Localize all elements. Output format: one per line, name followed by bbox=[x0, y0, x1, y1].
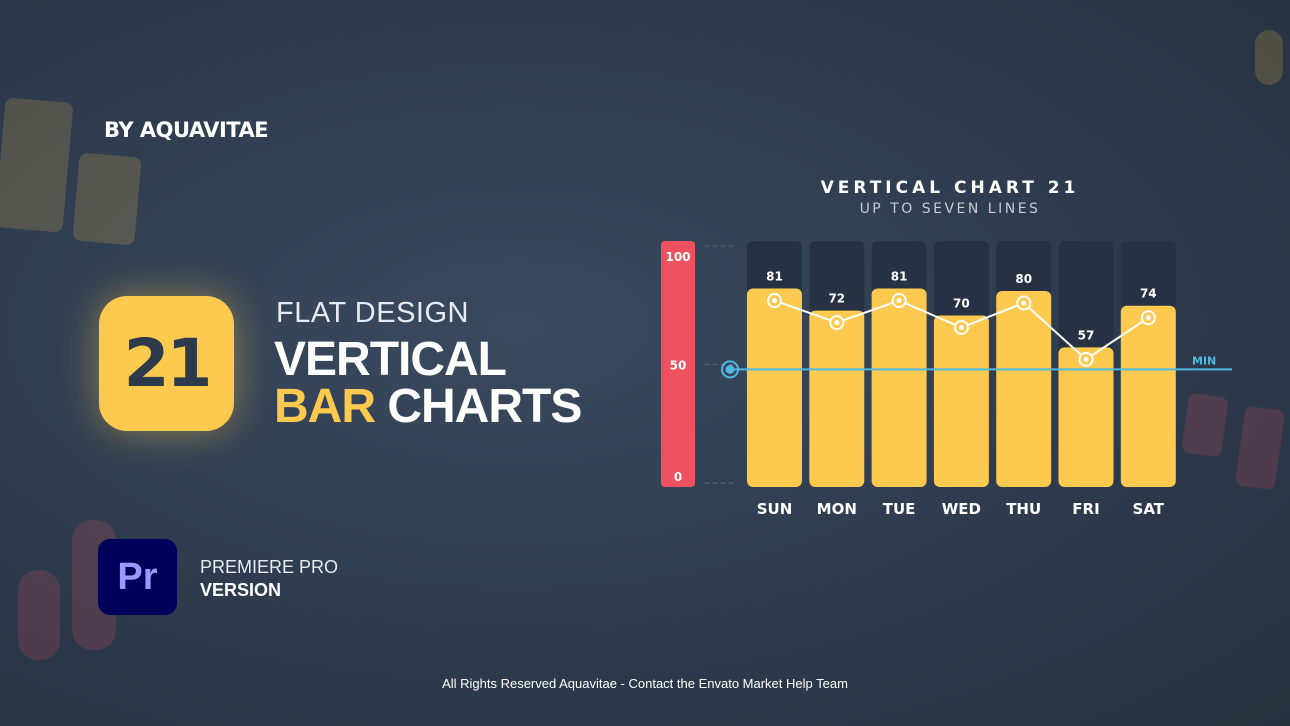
bar-value-label: 80 bbox=[1015, 272, 1032, 286]
chart-title: VERTICAL CHART 21 bbox=[820, 178, 1080, 198]
bar bbox=[809, 310, 865, 487]
line-point-dot bbox=[772, 298, 777, 304]
y-tick-label: 0 bbox=[674, 470, 682, 484]
x-tick-label: FRI bbox=[1072, 500, 1099, 518]
software-version-label: VERSION bbox=[200, 580, 282, 600]
bar-value-label: 57 bbox=[1078, 328, 1095, 342]
bar bbox=[871, 288, 927, 487]
hero-subtitle: FLAT DESIGN bbox=[276, 297, 469, 329]
bar-value-label: 81 bbox=[891, 270, 908, 284]
premiere-pro-icon: Pr bbox=[98, 539, 177, 615]
footer-copyright: All Rights Reserved Aquavitae - Contact … bbox=[442, 676, 848, 691]
hero-title-rest: CHARTS bbox=[387, 380, 582, 433]
line-point-dot bbox=[1021, 300, 1027, 306]
y-tick-label: 50 bbox=[670, 359, 687, 373]
min-line-handle bbox=[721, 360, 739, 379]
bar bbox=[747, 288, 802, 487]
x-tick-label: WED bbox=[942, 500, 981, 518]
bar bbox=[1058, 347, 1114, 487]
bar-value-label: 74 bbox=[1140, 287, 1157, 301]
line-point-dot bbox=[958, 325, 964, 330]
bar bbox=[1120, 305, 1176, 487]
software-name: PREMIERE PRO bbox=[200, 557, 339, 577]
background-decoration bbox=[18, 570, 60, 660]
bar-value-label: 70 bbox=[953, 297, 970, 311]
line-point-dot bbox=[896, 298, 902, 304]
min-line-handle-dot bbox=[725, 364, 735, 374]
x-tick-label: SUN bbox=[757, 500, 793, 518]
bar bbox=[933, 315, 989, 487]
line-point-dot bbox=[1083, 356, 1089, 362]
x-tick-label: SAT bbox=[1133, 500, 1165, 518]
bar-value-label: 72 bbox=[828, 292, 845, 306]
background-decoration bbox=[1255, 30, 1283, 85]
count-badge: 21 bbox=[99, 296, 234, 431]
x-tick-label: THU bbox=[1006, 500, 1041, 518]
chart-subtitle: UP TO SEVEN LINES bbox=[859, 201, 1041, 217]
bar bbox=[996, 291, 1052, 487]
line-point-dot bbox=[1145, 315, 1151, 321]
bar-value-label: 81 bbox=[766, 270, 783, 284]
x-tick-label: TUE bbox=[883, 500, 916, 518]
y-axis-bar bbox=[661, 241, 695, 487]
hero-title-line2: BAR CHARTS bbox=[274, 379, 582, 434]
hero-title-line1: VERTICAL bbox=[274, 333, 507, 386]
hero-title-accent: BAR bbox=[274, 380, 376, 433]
line-point-dot bbox=[834, 320, 840, 326]
brand-by-line: BY AQUAVITAE bbox=[104, 118, 269, 142]
x-tick-label: MON bbox=[817, 500, 857, 518]
y-tick-label: 100 bbox=[665, 250, 690, 264]
min-line-label: MIN bbox=[1192, 354, 1216, 367]
